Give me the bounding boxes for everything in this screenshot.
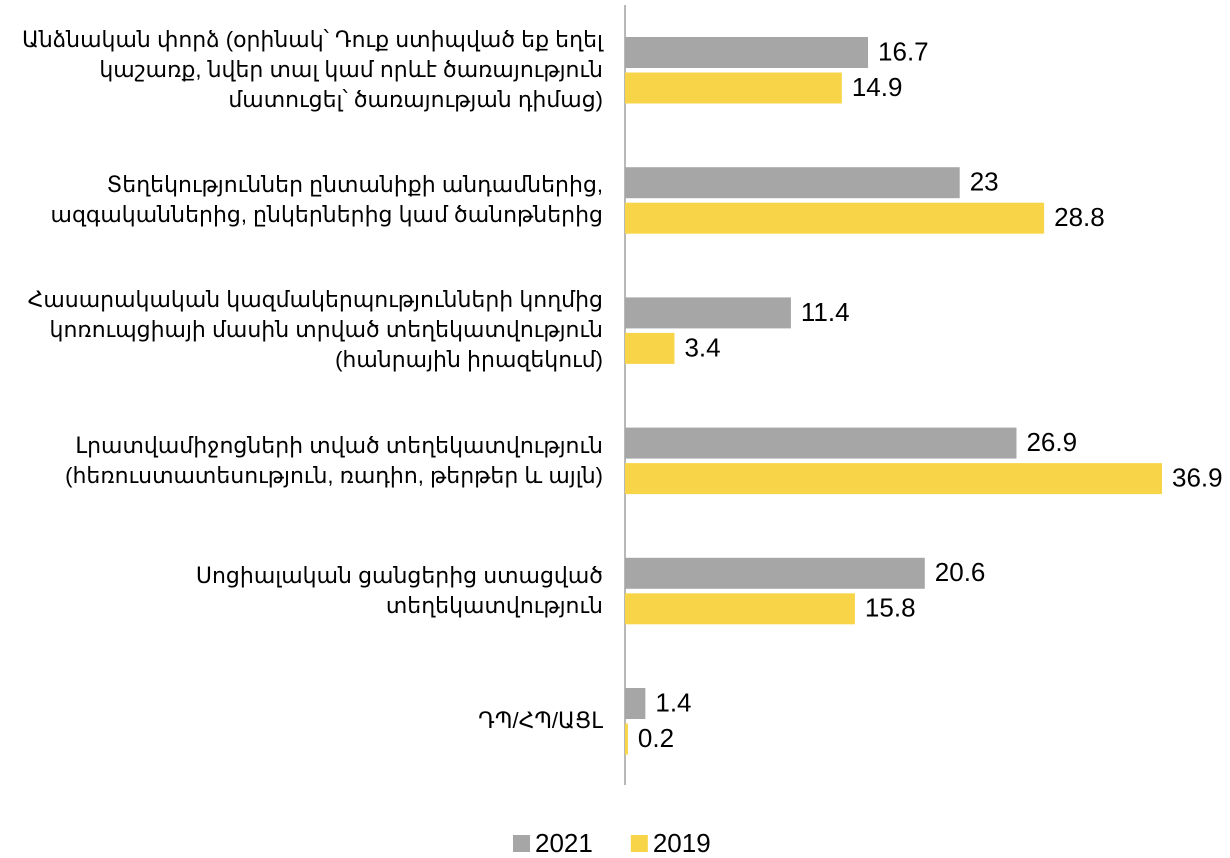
value-label: 11.4 xyxy=(801,297,850,327)
bar xyxy=(625,202,1045,234)
category-label: ԴՊ/ՀՊ/ԱՑԼ xyxy=(478,708,603,733)
bar xyxy=(625,167,960,199)
bar xyxy=(625,593,855,625)
category-label: Տեղեկություններ ընտանիքի անդամներից, ազգ… xyxy=(50,172,603,228)
bar xyxy=(625,557,925,589)
bar xyxy=(625,463,1162,495)
bar xyxy=(625,427,1017,459)
legend-swatch xyxy=(513,835,530,852)
value-label: 20.6 xyxy=(935,557,986,587)
category-label: Անձնական փորձ (օրինակ՝ Դուք ստիպված եք ե… xyxy=(21,27,603,112)
value-label: 28.8 xyxy=(1054,202,1105,232)
value-label: 15.8 xyxy=(865,593,916,623)
category-label: Լրատվամիջոցների տված տեղեկատվություն (հե… xyxy=(65,432,603,488)
bar xyxy=(625,72,842,104)
bar xyxy=(625,688,646,719)
value-label: 0.2 xyxy=(638,723,674,753)
value-label: 16.7 xyxy=(878,36,929,66)
value-label: 14.9 xyxy=(852,72,903,102)
bar xyxy=(625,332,675,364)
category-label: Հասարակական կազմակերպությունների կողմից … xyxy=(27,287,603,373)
value-label: 23 xyxy=(970,167,999,197)
category-label: Սոցիալական ցանցերից ստացված տեղեկատվությ… xyxy=(195,562,603,618)
value-label: 3.4 xyxy=(684,332,720,362)
value-label: 26.9 xyxy=(1026,427,1077,457)
legend-label: 2019 xyxy=(653,828,711,858)
legend-swatch xyxy=(630,835,648,852)
bar xyxy=(625,723,628,755)
bar xyxy=(625,297,791,329)
legend-label: 2021 xyxy=(535,828,593,858)
value-label: 36.9 xyxy=(1172,462,1223,492)
bar xyxy=(625,37,869,68)
value-label: 1.4 xyxy=(655,687,691,717)
